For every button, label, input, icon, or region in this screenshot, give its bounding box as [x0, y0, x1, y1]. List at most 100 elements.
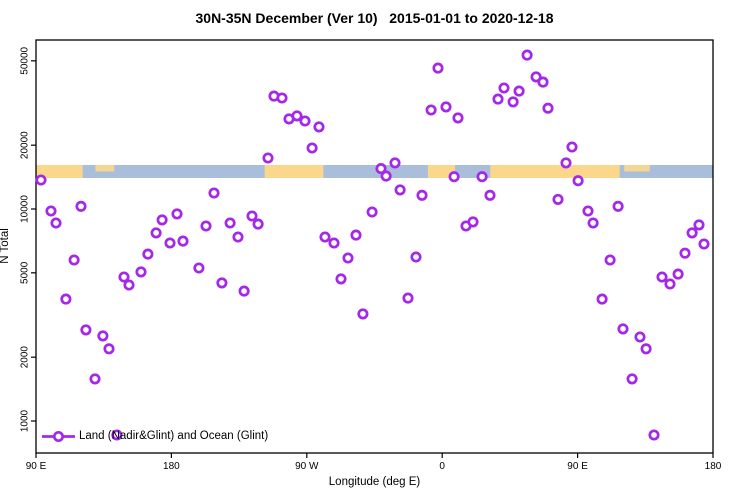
x-tick-label: 90 W — [295, 461, 319, 472]
data-point — [156, 214, 168, 226]
data-point — [103, 343, 115, 355]
map-strip-land — [490, 165, 620, 178]
data-point — [276, 92, 288, 104]
data-point — [375, 163, 387, 175]
y-tick-label: 2000 — [20, 346, 31, 369]
data-point — [587, 217, 599, 229]
data-point — [35, 174, 47, 186]
data-point — [177, 235, 189, 247]
data-point — [366, 206, 378, 218]
data-point — [118, 271, 130, 283]
data-point — [319, 231, 331, 243]
data-point — [521, 49, 533, 61]
map-strip-land — [427, 165, 455, 178]
y-axis-label: N Total — [0, 228, 11, 264]
data-point — [530, 71, 542, 83]
y-tick-label: 20000 — [20, 131, 31, 159]
data-point — [626, 373, 638, 385]
data-point — [432, 62, 444, 74]
map-strip-land — [36, 165, 83, 178]
data-point — [656, 271, 668, 283]
data-point — [208, 187, 220, 199]
data-point — [50, 217, 62, 229]
data-point — [672, 268, 684, 280]
data-point — [612, 200, 624, 212]
data-point — [68, 254, 80, 266]
data-point — [542, 102, 554, 114]
data-point — [45, 205, 57, 217]
data-point — [313, 121, 325, 133]
data-point — [224, 217, 236, 229]
data-point — [507, 96, 519, 108]
data-point — [291, 110, 303, 122]
x-tick-label: 180 — [163, 461, 180, 472]
data-point — [60, 293, 72, 305]
data-point — [252, 218, 264, 230]
data-point — [560, 157, 572, 169]
data-point — [171, 208, 183, 220]
data-point — [306, 142, 318, 154]
data-point — [679, 247, 691, 259]
data-point — [75, 200, 87, 212]
plot-border — [35, 39, 714, 454]
data-point — [89, 373, 101, 385]
y-tick-label: 1000 — [20, 409, 31, 432]
data-point — [537, 76, 549, 88]
map-strip-island — [95, 165, 115, 172]
map-strip-island — [624, 165, 650, 172]
data-point — [342, 252, 354, 264]
data-point — [150, 227, 162, 239]
data-point — [216, 277, 228, 289]
data-point — [380, 170, 392, 182]
data-point — [328, 237, 340, 249]
data-point — [476, 171, 488, 183]
data-point — [467, 216, 479, 228]
data-point — [246, 210, 258, 222]
x-tick-label: 180 — [705, 461, 722, 472]
data-point — [698, 238, 710, 250]
data-point — [238, 285, 250, 297]
data-point — [357, 308, 369, 320]
data-point — [410, 251, 422, 263]
data-point — [596, 293, 608, 305]
data-point — [492, 93, 504, 105]
data-point — [299, 115, 311, 127]
data-point — [389, 157, 401, 169]
data-point — [566, 141, 578, 153]
data-point — [617, 323, 629, 335]
data-point — [142, 248, 154, 260]
data-point — [164, 237, 176, 249]
legend-point-symbol — [52, 430, 65, 443]
data-point — [193, 262, 205, 274]
data-point — [693, 219, 705, 231]
y-tick-label: 10000 — [20, 195, 31, 223]
data-point — [440, 101, 452, 113]
data-point — [394, 184, 406, 196]
x-tick-label: 90 E — [567, 461, 588, 472]
data-point — [582, 205, 594, 217]
data-point — [425, 104, 437, 116]
data-point — [402, 292, 414, 304]
data-point — [350, 229, 362, 241]
data-point — [634, 331, 646, 343]
data-point — [552, 193, 564, 205]
map-strip-land — [264, 165, 324, 178]
x-tick-label: 90 E — [26, 461, 47, 472]
data-point — [135, 266, 147, 278]
data-point — [484, 189, 496, 201]
data-point — [232, 231, 244, 243]
data-point — [111, 429, 123, 441]
data-point — [640, 343, 652, 355]
data-point — [335, 273, 347, 285]
x-axis-label: Longitude (deg E) — [328, 476, 421, 488]
data-point — [572, 175, 584, 187]
data-point — [123, 279, 135, 291]
y-tick-label: 5000 — [20, 261, 31, 284]
data-point — [686, 227, 698, 239]
x-tick-label: 0 — [439, 461, 445, 472]
data-point — [498, 82, 510, 94]
legend-label: Land (Nadir&Glint) and Ocean (Glint) — [79, 430, 269, 442]
data-point — [416, 189, 428, 201]
